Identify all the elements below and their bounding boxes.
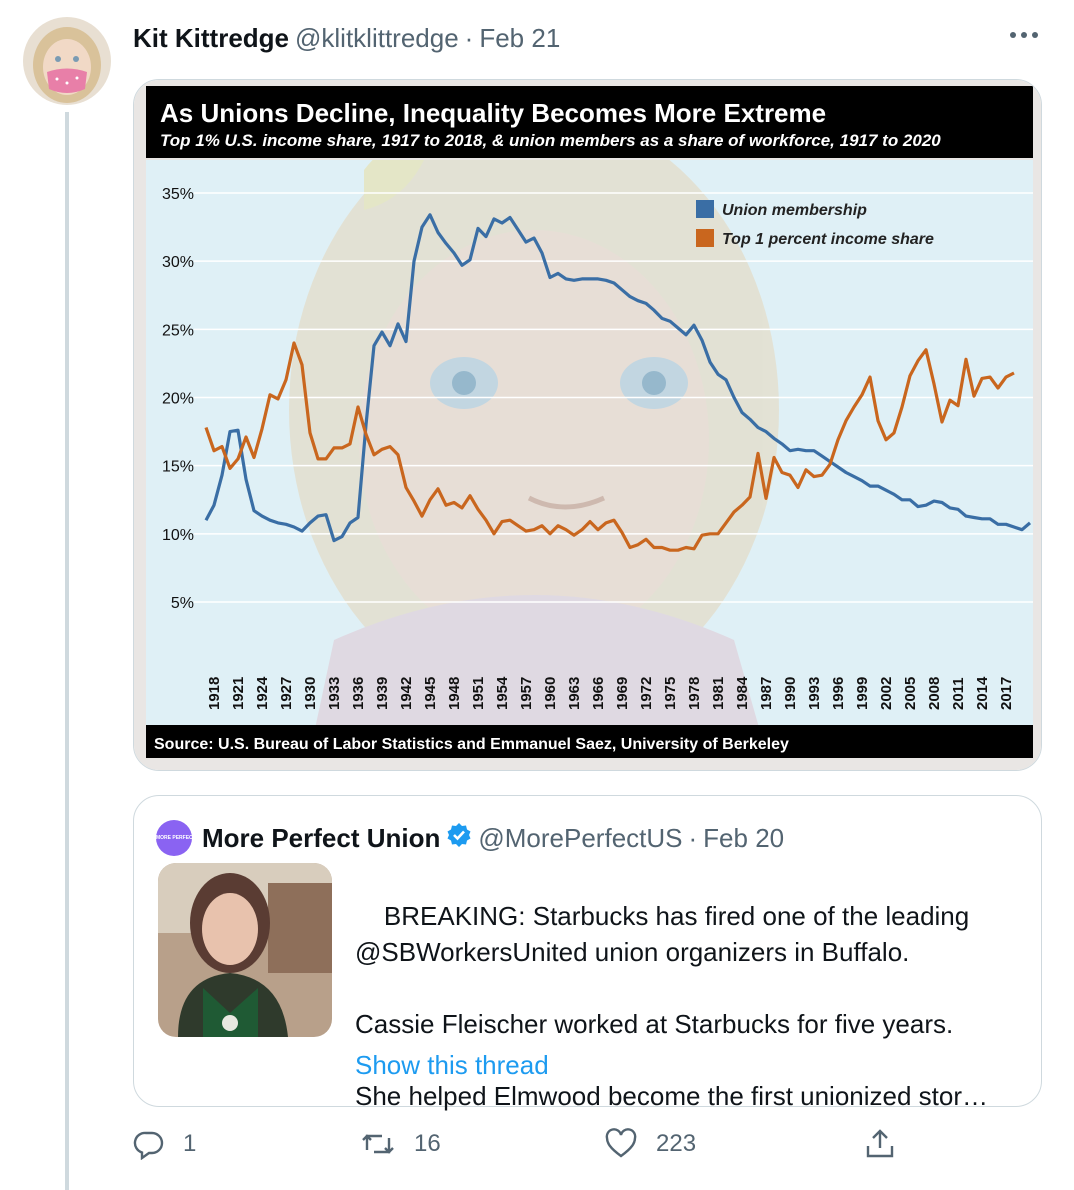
chart-title: As Unions Decline, Inequality Becomes Mo… xyxy=(160,98,826,128)
header-separator: · xyxy=(464,22,474,53)
x-tick-label: 1981 xyxy=(710,677,727,710)
y-tick-label: 30% xyxy=(162,254,194,271)
share-icon xyxy=(866,1129,894,1158)
tweet-date[interactable]: Feb 21 xyxy=(479,22,561,53)
quote-separator: · xyxy=(688,822,698,853)
x-tick-label: 1927 xyxy=(278,677,295,710)
x-tick-label: 1921 xyxy=(230,677,247,710)
y-tick-label: 5% xyxy=(171,595,194,612)
x-tick-label: 1951 xyxy=(470,677,487,710)
like-icon xyxy=(605,1128,637,1158)
y-tick-label: 35% xyxy=(162,186,194,203)
retweet-count: 16 xyxy=(414,1130,441,1157)
quote-header: MORE PERFECT UNION More Perfect Union @M… xyxy=(156,820,784,856)
x-tick-label: 1954 xyxy=(494,676,511,710)
y-axis-ticks: 35% 30% 25% 20% 15% 10% 5% xyxy=(162,186,194,612)
chart-source: Source: U.S. Bureau of Labor Statistics … xyxy=(154,736,789,753)
x-tick-label: 2017 xyxy=(998,677,1015,710)
legend-swatch xyxy=(696,200,714,218)
verified-badge-icon xyxy=(446,822,472,855)
x-tick-label: 1933 xyxy=(326,677,343,710)
tweet-header: Kit Kittredge @klitklittredge · Feb 21 xyxy=(133,20,560,56)
x-tick-label: 1945 xyxy=(422,677,439,710)
x-tick-label: 1978 xyxy=(686,677,703,710)
x-tick-label: 1990 xyxy=(782,677,799,710)
x-tick-label: 2008 xyxy=(926,677,943,710)
x-tick-label: 1996 xyxy=(830,677,847,710)
x-tick-label: 1936 xyxy=(350,677,367,710)
union-membership-line xyxy=(204,213,1032,543)
legend-label: Top 1 percent income share xyxy=(722,231,934,248)
quote-author-name[interactable]: More Perfect Union xyxy=(202,822,441,853)
chart-title-bar xyxy=(146,86,1033,158)
reply-button[interactable]: 1 xyxy=(133,1128,196,1160)
quote-avatar-logo[interactable]: MORE PERFECT UNION xyxy=(156,820,214,856)
x-tick-label: 1924 xyxy=(254,676,271,710)
reply-icon xyxy=(133,1131,164,1160)
chart-image: As Unions Decline, Inequality Becomes Mo… xyxy=(134,80,1041,770)
y-tick-label: 25% xyxy=(162,322,194,339)
source-bar xyxy=(146,725,1033,758)
series-lines xyxy=(204,213,1032,552)
more-icon[interactable] xyxy=(1008,24,1040,46)
legend-label: Union membership xyxy=(722,202,867,219)
y-tick-label: 10% xyxy=(162,527,194,544)
author-name[interactable]: Kit Kittredge xyxy=(133,22,289,53)
x-tick-label: 1963 xyxy=(566,677,583,710)
chart-subtitle: Top 1% U.S. income share, 1917 to 2018, … xyxy=(160,131,941,150)
legend-swatch xyxy=(696,229,714,247)
x-tick-label: 1942 xyxy=(398,677,415,710)
grid-lines xyxy=(194,192,1033,603)
media-card[interactable]: As Unions Decline, Inequality Becomes Mo… xyxy=(133,79,1042,771)
x-tick-label: 1993 xyxy=(806,677,823,710)
x-tick-label: 1987 xyxy=(758,677,775,710)
x-axis-ticks: 1918 1921 1924 1927 1930 1933 1936 1939 1942 1945… xyxy=(206,676,1015,710)
share-button[interactable] xyxy=(864,1128,914,1160)
x-tick-label: 1999 xyxy=(854,677,871,710)
quote-date[interactable]: Feb 20 xyxy=(703,822,785,853)
show-thread-link[interactable]: Show this thread xyxy=(355,1050,549,1080)
quote-body: BREAKING: Starbucks has fired one of the… xyxy=(355,901,970,1039)
quote-body-truncated: She helped Elmwood become the first unio… xyxy=(355,1081,989,1111)
legend: Union membership Top 1 percent income sha… xyxy=(696,200,934,248)
x-tick-label: 1972 xyxy=(638,677,655,710)
quoted-tweet-card[interactable]: MORE PERFECT UNION More Perfect Union @M… xyxy=(133,795,1042,1111)
like-count: 223 xyxy=(656,1130,697,1157)
quote-thumbnail[interactable] xyxy=(158,863,332,1037)
x-tick-label: 1930 xyxy=(302,677,319,710)
author-handle[interactable]: @klitklittredge xyxy=(295,22,459,53)
thread-line xyxy=(65,112,69,1190)
retweet-button[interactable]: 16 xyxy=(360,1128,441,1160)
x-tick-label: 2005 xyxy=(902,677,919,710)
quote-text: BREAKING: Starbucks has fired one of the… xyxy=(355,862,1025,1186)
top-income-share-line xyxy=(204,341,1015,552)
avatar-doll-image xyxy=(23,17,111,105)
x-tick-label: 1984 xyxy=(734,676,751,710)
logo-text: MORE PERFECT UNION xyxy=(156,835,214,841)
quote-handle[interactable]: @MorePerfectUS xyxy=(478,822,683,853)
x-tick-label: 1939 xyxy=(374,677,391,710)
y-tick-label: 20% xyxy=(162,391,194,408)
x-tick-label: 2011 xyxy=(950,677,967,710)
x-tick-label: 2014 xyxy=(974,676,991,710)
x-tick-label: 2002 xyxy=(878,677,895,710)
reply-count: 1 xyxy=(183,1130,197,1157)
y-tick-label: 15% xyxy=(162,459,194,476)
x-tick-label: 1966 xyxy=(590,677,607,710)
x-tick-label: 1948 xyxy=(446,677,463,710)
tweet-actions: 1 16 223 xyxy=(0,1128,1074,1172)
avatar[interactable] xyxy=(23,17,111,105)
like-button[interactable]: 223 xyxy=(604,1128,696,1160)
x-tick-label: 1975 xyxy=(662,677,679,710)
x-tick-label: 1969 xyxy=(614,677,631,710)
retweet-icon xyxy=(362,1134,394,1154)
x-tick-label: 1918 xyxy=(206,677,223,710)
x-tick-label: 1957 xyxy=(518,677,535,710)
x-tick-label: 1960 xyxy=(542,677,559,710)
